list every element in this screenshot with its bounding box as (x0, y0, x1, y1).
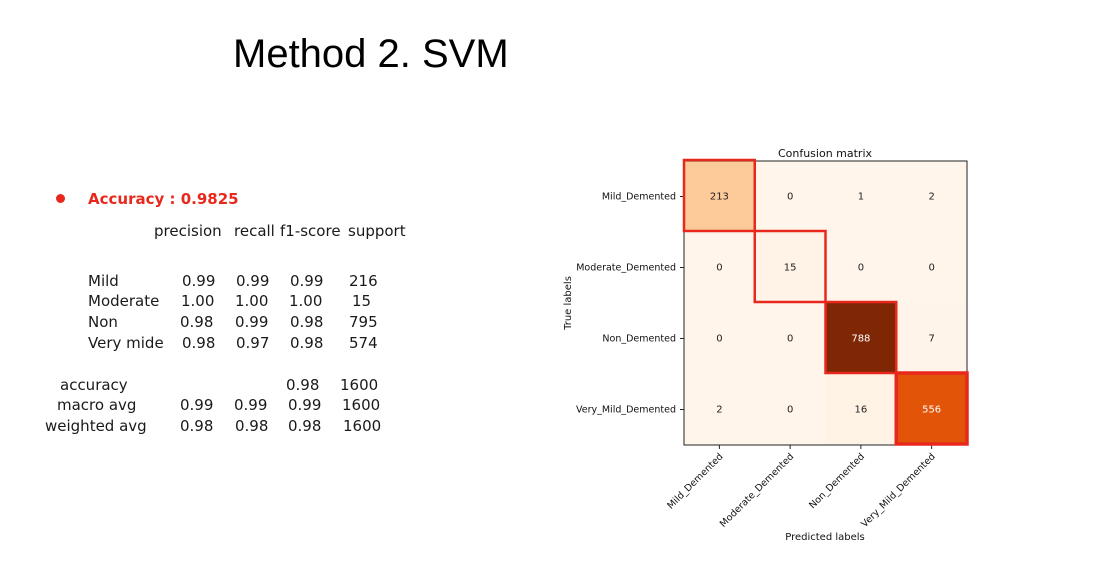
cell-recall: 0.98 (235, 417, 269, 435)
heatmap-cell (896, 161, 968, 233)
row-label: Non (88, 313, 118, 331)
cell-value-label: 1 (858, 192, 864, 203)
header-precision: precision (154, 222, 222, 240)
y-tick-label: Moderate_Demented (576, 263, 676, 274)
cell-recall: 0.99 (234, 396, 268, 414)
accuracy-line: Accuracy : 0.9825 (88, 190, 239, 208)
cell-support: 1600 (342, 396, 381, 414)
cell-value-label: 0 (858, 263, 864, 274)
cell-f1: 0.99 (288, 396, 322, 414)
cell-value-label: 0 (716, 334, 722, 345)
row-label: Very mide (88, 334, 164, 352)
heatmap-cell (896, 374, 968, 446)
cell-value-label: 0 (787, 405, 793, 416)
heatmap-cell (754, 303, 826, 375)
row-label: Mild (88, 272, 119, 290)
cell-value-label: 16 (855, 405, 868, 416)
x-axis-label: Predicted labels (785, 532, 865, 543)
heatmap-cell (896, 303, 968, 375)
cell-precision: 1.00 (181, 292, 215, 310)
header-recall: recall (234, 222, 275, 240)
y-tick-label: Mild_Demented (602, 192, 676, 203)
cell-value-label: 0 (787, 192, 793, 203)
heatmap-cell (684, 161, 756, 233)
cell-support: 15 (352, 292, 372, 310)
cell-recall: 1.00 (235, 292, 269, 310)
diagonal-highlight-box (824, 300, 898, 375)
cell-value-label: 556 (922, 405, 941, 416)
cell-precision: 0.98 (180, 313, 214, 331)
heatmap-cell (825, 374, 897, 446)
heatmap-cell (754, 374, 826, 446)
cell-support: 795 (349, 313, 378, 331)
x-tick-label: Very_Mild_Demented (859, 451, 938, 530)
x-tick-label: Non_Demented (807, 451, 867, 511)
heatmap-cell (896, 232, 968, 304)
cell-value-label: 2 (716, 405, 722, 416)
x-tick-label: Moderate_Demented (718, 451, 796, 529)
heatmap-cell (754, 161, 826, 233)
cell-recall: 0.99 (236, 272, 270, 290)
row-label: accuracy (60, 376, 128, 394)
y-tick-label: Non_Demented (602, 334, 676, 345)
diagonal-highlight-box (682, 158, 756, 233)
cell-f1: 0.99 (290, 272, 324, 290)
heatmap-cell (825, 303, 897, 375)
heatmap-cell (684, 232, 756, 304)
heatmap-cell (684, 374, 756, 446)
cell-recall: 0.97 (236, 334, 270, 352)
cell-value-label: 213 (710, 192, 729, 203)
cell-f1: 0.98 (286, 376, 320, 394)
cell-value-label: 2 (928, 192, 934, 203)
cell-recall: 0.99 (235, 313, 269, 331)
cell-support: 216 (349, 272, 378, 290)
cell-support: 1600 (343, 417, 382, 435)
row-label: Moderate (88, 292, 160, 310)
slide-title: Method 2. SVM (233, 32, 509, 76)
heatmap-cell (825, 232, 897, 304)
diagonal-highlight-box (753, 229, 827, 304)
cell-value-label: 788 (851, 334, 870, 345)
cell-precision: 0.99 (180, 396, 214, 414)
chart-title: Confusion matrix (778, 147, 873, 160)
cell-precision: 0.99 (182, 272, 216, 290)
cell-value-label: 0 (787, 334, 793, 345)
header-support: support (348, 222, 406, 240)
cell-value-label: 15 (784, 263, 797, 274)
y-axis-label: True labels (563, 276, 574, 331)
cell-value-label: 0 (716, 263, 722, 274)
x-tick-label: Mild_Demented (665, 451, 725, 511)
row-label: weighted avg (45, 417, 147, 435)
header-f1-score: f1-score (280, 222, 341, 240)
cell-precision: 0.98 (180, 417, 214, 435)
cell-f1: 1.00 (289, 292, 323, 310)
cell-f1: 0.98 (288, 417, 322, 435)
cell-value-label: 7 (928, 334, 934, 345)
heatmap-cell (754, 232, 826, 304)
cell-precision: 0.98 (182, 334, 216, 352)
cell-value-label: 0 (928, 263, 934, 274)
cell-support: 1600 (340, 376, 379, 394)
diagonal-highlight-box (894, 371, 969, 446)
cell-support: 574 (349, 334, 378, 352)
heatmap-cell (684, 303, 756, 375)
cell-f1: 0.98 (290, 313, 324, 331)
plot-frame (683, 160, 968, 446)
cell-f1: 0.98 (290, 334, 324, 352)
heatmap-cell (825, 161, 897, 233)
bullet-dot (56, 194, 65, 203)
y-tick-label: Very_Mild_Demented (576, 405, 676, 416)
row-label: macro avg (57, 396, 137, 414)
